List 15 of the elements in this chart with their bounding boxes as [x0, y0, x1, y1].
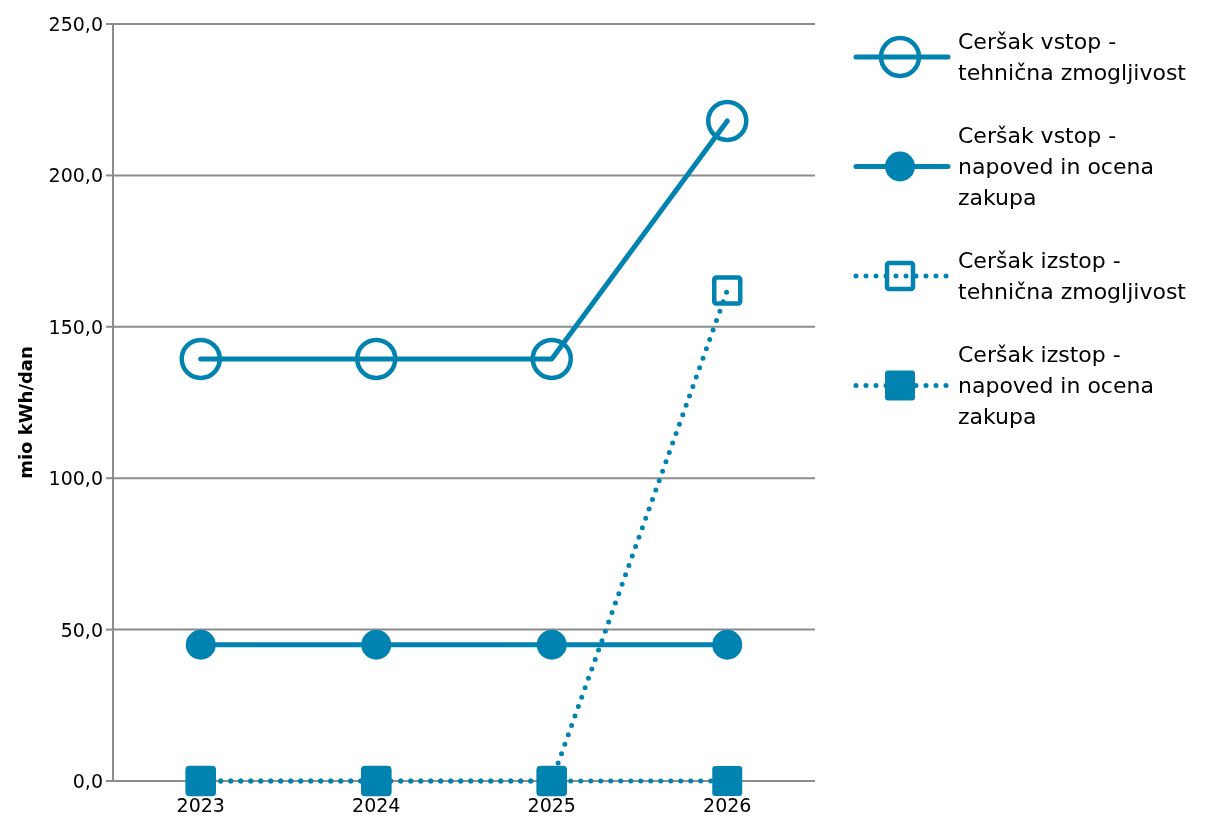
y-tick-label: 0,0: [72, 770, 103, 792]
x-tick-label: 2025: [527, 794, 576, 816]
y-tick-label: 50,0: [60, 618, 103, 641]
y-tick-label: 100,0: [48, 467, 103, 490]
legend-label: Ceršak izstop - tehnična zmogljivost: [958, 248, 1187, 304]
legend-label: Ceršak vstop - tehnična zmogljivost: [958, 29, 1187, 85]
legend-label: Ceršak vstop - napoved in ocena zakupa: [958, 123, 1154, 210]
y-tick-label: 250,0: [48, 13, 103, 35]
x-tick-label: 2024: [352, 794, 401, 816]
x-tick-label: 2026: [703, 794, 752, 816]
legend-label: Ceršak izstop - napoved in ocena zakupa: [958, 342, 1154, 429]
y-tick-label: 200,0: [48, 164, 103, 187]
x-tick-label: 2023: [176, 794, 225, 816]
y-axis-title: mio kWh/dan: [15, 346, 36, 479]
y-tick-label: 150,0: [48, 315, 103, 338]
